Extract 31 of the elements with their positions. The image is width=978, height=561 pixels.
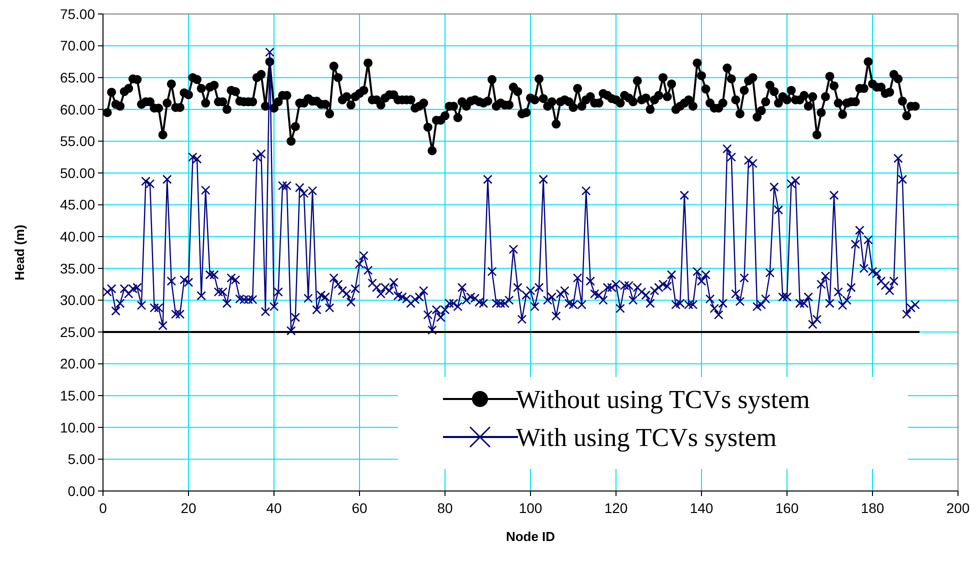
y-tick-label: 0.00 — [68, 482, 96, 499]
y-tick-label: 70.00 — [60, 38, 96, 54]
y-tick-label: 5.00 — [68, 451, 96, 468]
x-tick-label: 20 — [180, 500, 196, 516]
y-tick-label: 20.00 — [60, 356, 96, 372]
y-tick-label: 10.00 — [60, 419, 96, 436]
y-tick-label: 45.00 — [60, 196, 96, 213]
y-axis-title: Head (m) — [12, 224, 27, 280]
x-tick-label: 200 — [946, 500, 970, 516]
y-tick-label: 60.00 — [60, 101, 96, 118]
x-tick-label: 80 — [437, 500, 453, 516]
y-tick-label: 75.00 — [60, 6, 96, 22]
y-tick-label: 15.00 — [60, 388, 96, 404]
y-tick-label: 40.00 — [60, 228, 96, 244]
y-tick-label: 55.00 — [60, 133, 96, 150]
x-axis-title: Node ID — [506, 529, 556, 544]
y-tick-label: 50.00 — [60, 164, 96, 181]
x-tick-label: 120 — [604, 500, 628, 516]
x-tick-label: 100 — [518, 500, 542, 516]
y-tick-label: 65.00 — [60, 70, 96, 86]
x-tick-label: 180 — [860, 500, 884, 516]
x-tick-label: 60 — [352, 500, 368, 516]
legend-label: Without using TCVs system — [516, 385, 810, 414]
x-tick-label: 140 — [690, 500, 714, 516]
x-tick-label: 40 — [266, 500, 282, 516]
x-tick-label: 160 — [775, 500, 799, 516]
legend-label: With using TCVs system — [516, 423, 777, 452]
x-tick-label: 0 — [99, 500, 108, 516]
y-tick-label: 30.00 — [60, 292, 96, 308]
y-tick-label: 25.00 — [60, 324, 96, 340]
y-tick-label: 35.00 — [60, 260, 96, 276]
